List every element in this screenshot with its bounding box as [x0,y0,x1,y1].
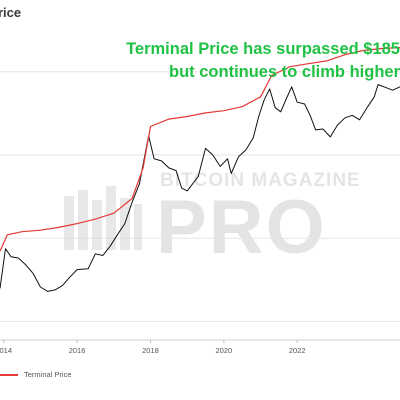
chart-legend[interactable]: Terminal Price [0,370,72,379]
watermark-brand: BITCOIN MAGAZINE [160,170,361,191]
legend-swatch-terminal-price [0,373,18,376]
annotation-line-2: but continues to climb higher [169,63,400,81]
watermark-pro: PRO [156,185,327,270]
btc-price-line [0,84,400,292]
x-tick-label: 2022 [289,346,306,355]
chart-annotation: Terminal Price has surpassed $185 but co… [100,38,400,84]
terminal-price-line [0,47,400,252]
x-tick-label: 2014 [0,346,12,355]
watermark-logo-bar [78,190,88,250]
watermark-logo-bar [134,204,142,250]
watermark-logo-bar [106,186,116,250]
legend-label-terminal-price: Terminal Price [24,370,72,379]
watermark-logo-bar [64,196,74,250]
chart-title-fragment: rice [0,5,22,20]
x-tick-label: 2020 [216,346,233,355]
x-tick-label: 2018 [142,346,159,355]
x-tick-label: 2016 [69,346,86,355]
watermark-logo-bar [92,200,102,250]
annotation-line-1: Terminal Price has surpassed $185 [126,40,400,58]
